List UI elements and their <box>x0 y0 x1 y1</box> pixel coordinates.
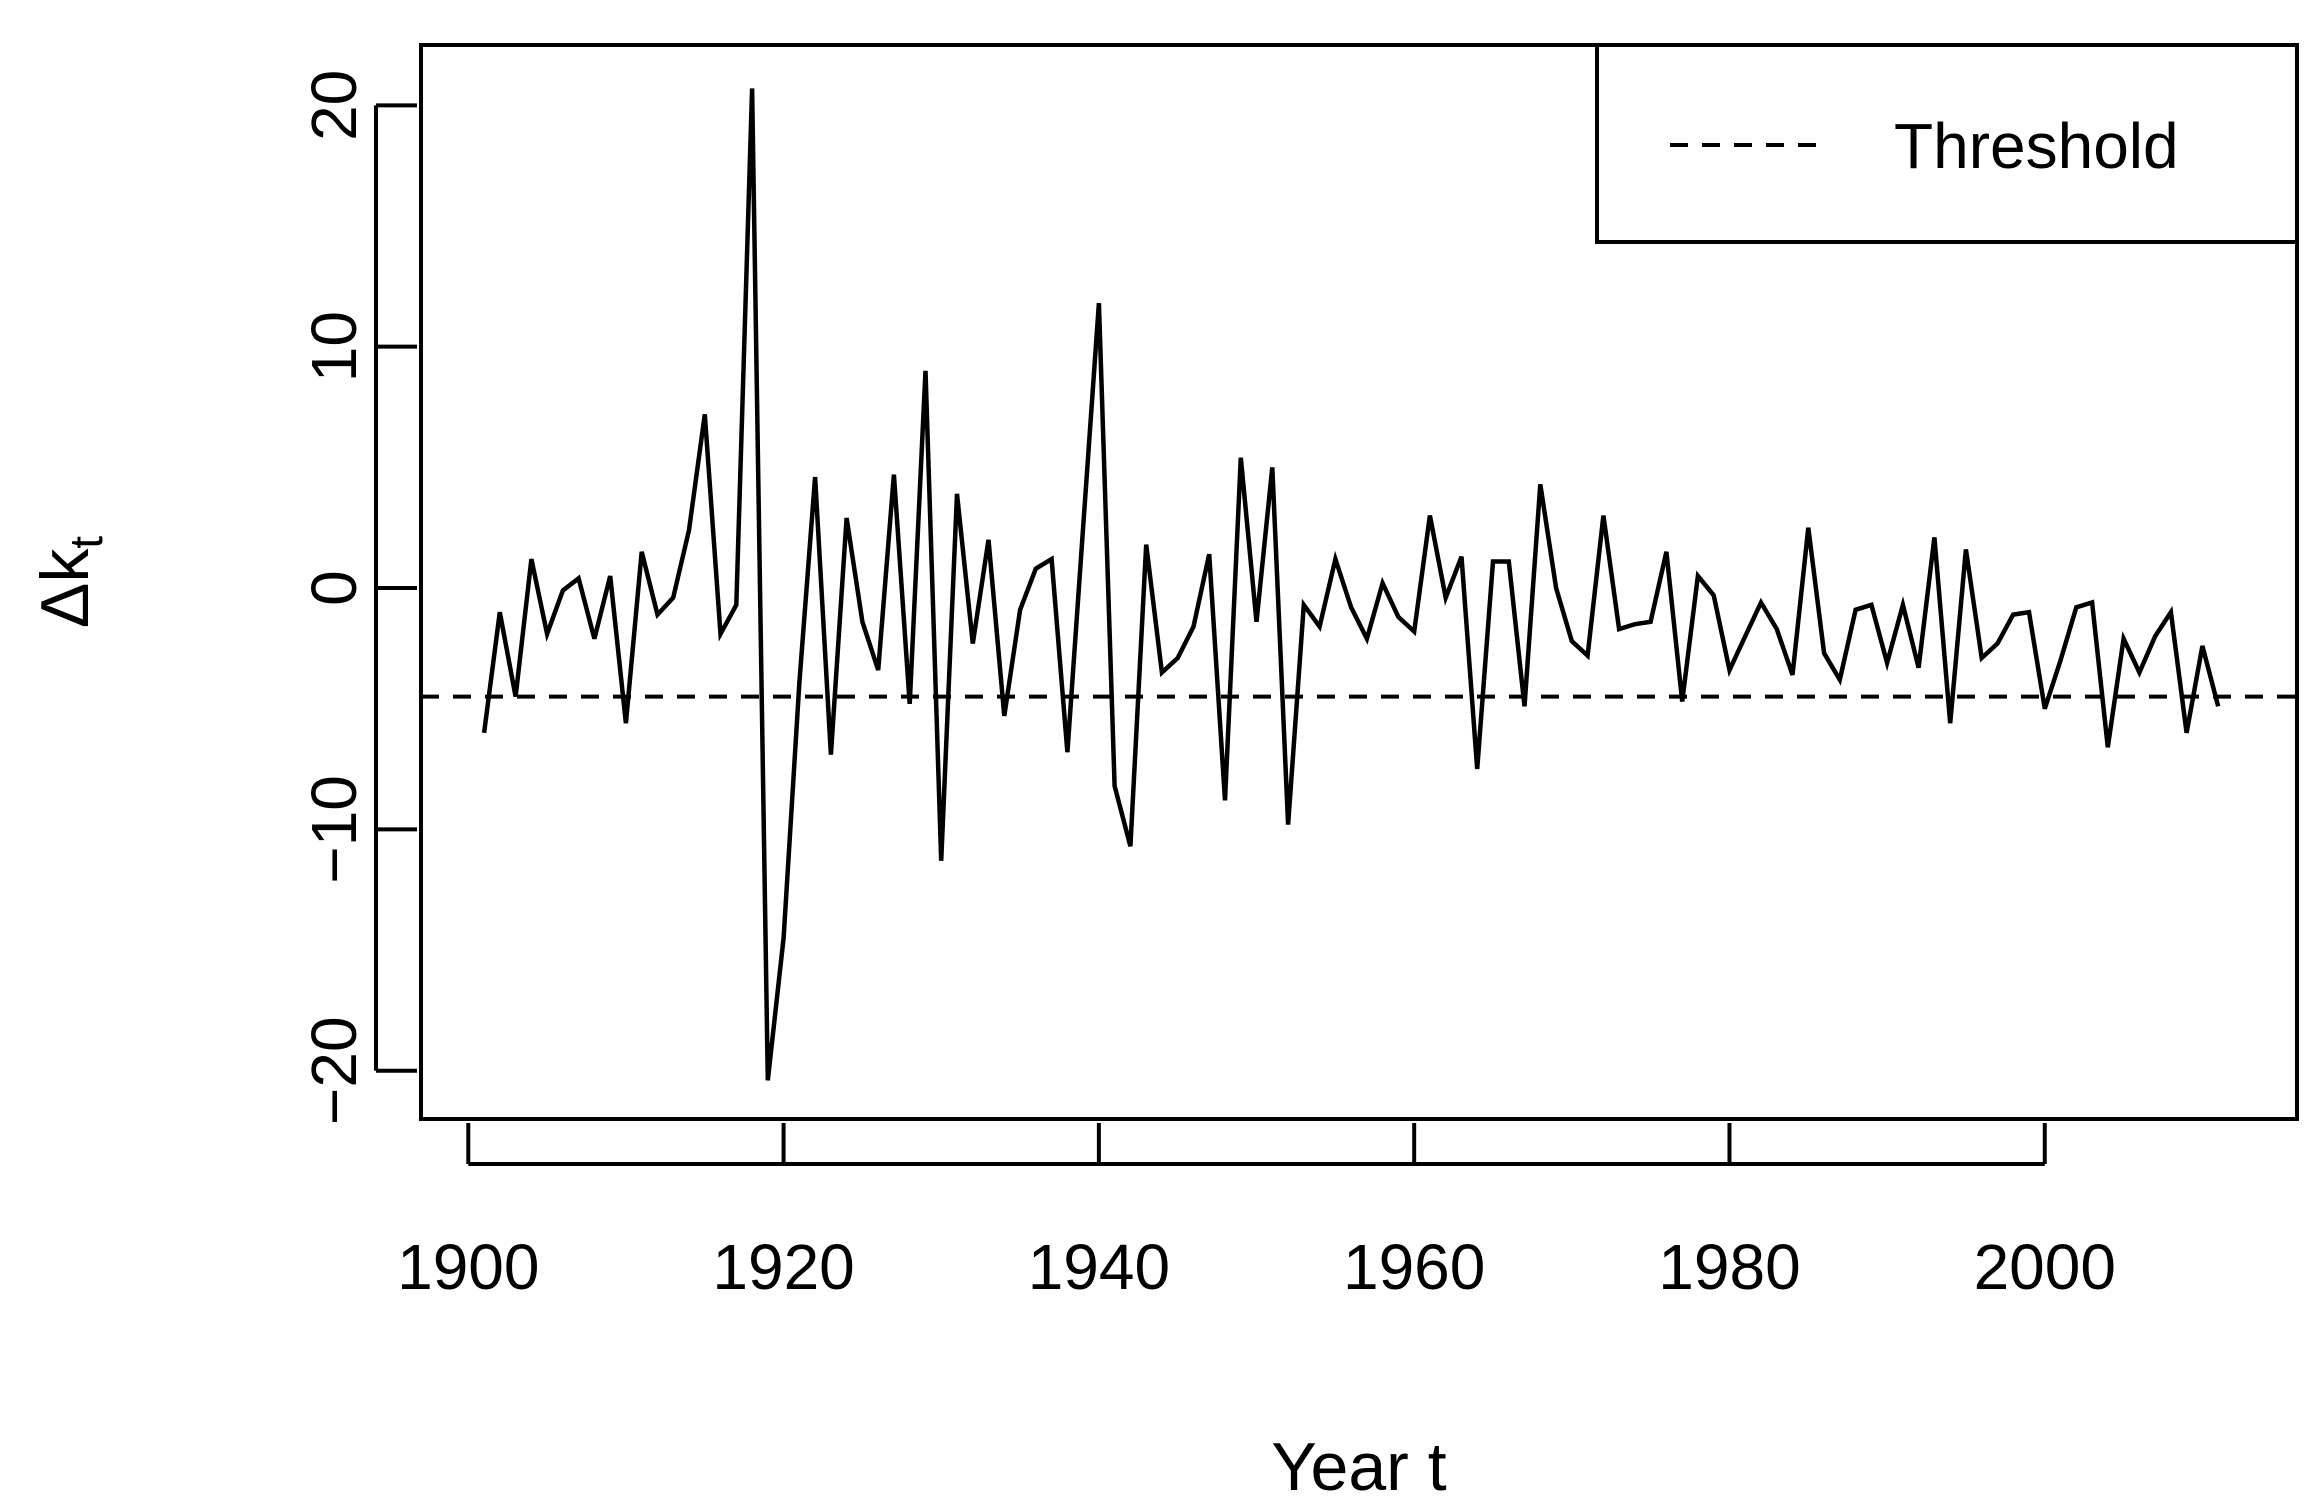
plot-frame <box>419 43 2299 1121</box>
y-tick-label: −20 <box>298 1016 370 1125</box>
y-tick-label: −10 <box>298 775 370 884</box>
y-axis: −20 −10 0 10 20 <box>298 70 417 1125</box>
x-tick-label: 1980 <box>1658 1231 1800 1303</box>
y-tick-label: 20 <box>298 70 370 141</box>
x-tick-label: 1960 <box>1343 1231 1485 1303</box>
y-axis-label-main: Δk <box>27 548 103 628</box>
series-line <box>481 88 2221 1081</box>
y-axis-label-subscript: t <box>60 536 112 549</box>
y-tick-label: 10 <box>298 311 370 382</box>
x-tick-label: 2000 <box>1974 1231 2116 1303</box>
x-tick-label: 1920 <box>712 1231 854 1303</box>
x-axis: 1900 1920 1940 1960 1980 2000 <box>397 1123 2116 1303</box>
legend: Threshold <box>1595 43 2299 244</box>
x-tick-label: 1940 <box>1028 1231 1170 1303</box>
legend-label-threshold: Threshold <box>1894 110 2179 182</box>
y-tick-label: 0 <box>298 570 370 606</box>
y-axis-label: Δkt <box>27 536 112 628</box>
x-axis-label: Year t <box>1271 1429 1446 1505</box>
x-tick-label: 1900 <box>397 1231 539 1303</box>
